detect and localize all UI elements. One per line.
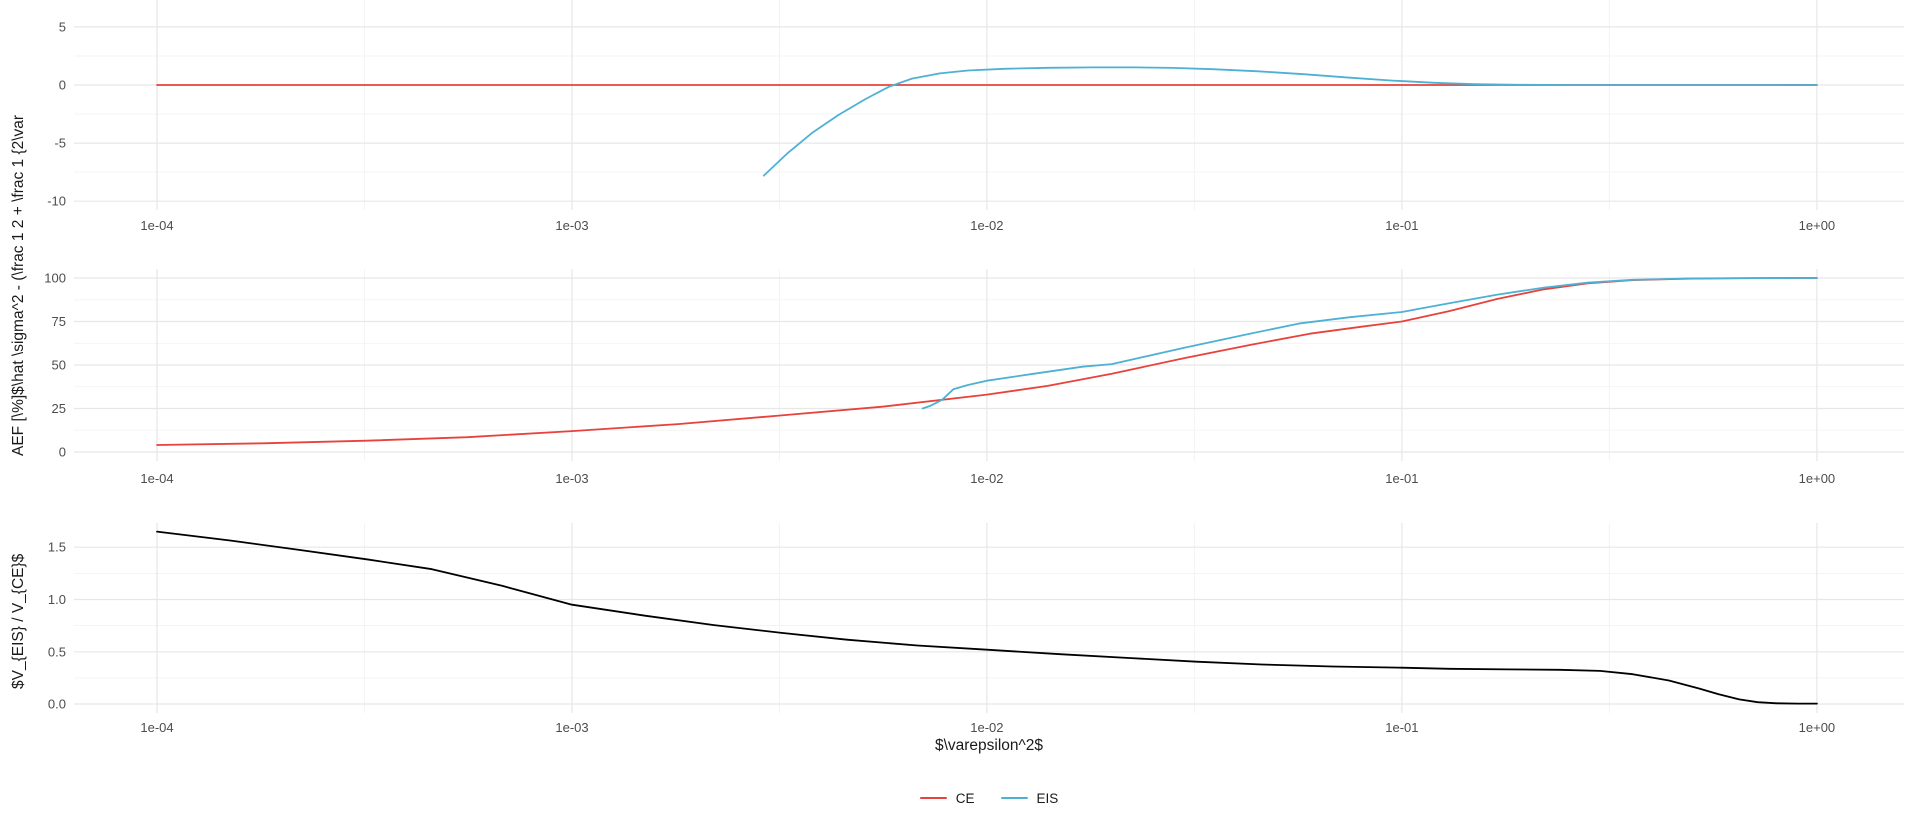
y-tick-label: 25 <box>52 401 66 416</box>
grid-major <box>74 0 1904 210</box>
y-tick-label: 0 <box>59 445 66 460</box>
legend-label: CE <box>955 790 975 806</box>
x-tick-label: 1e+00 <box>1799 720 1836 735</box>
series-line-v-eis-v-ce- <box>156 530 1818 705</box>
legend: CE EIS <box>74 787 1904 809</box>
legend-item-eis: EIS <box>1000 790 1059 806</box>
legend-line-swatch-eis <box>1000 796 1028 800</box>
series-line-eis <box>762 66 1818 177</box>
y-tick-label: 100 <box>44 271 66 286</box>
y-tick-label: -5 <box>54 136 66 151</box>
x-tick-label: 1e-01 <box>1385 218 1418 233</box>
panel-bottom: 1.5 1.0 0.5 0.0 1e-04 1e-03 1e-02 1e-01 1e+00 <box>48 523 1904 735</box>
legend-label: EIS <box>1036 790 1059 806</box>
y-tick-label: 0 <box>59 78 66 93</box>
x-tick-label: 1e-02 <box>970 720 1003 735</box>
y-tick-label: 1.0 <box>48 592 66 607</box>
panel-middle: 100 75 50 25 0 1e-04 1e-03 1e-02 1e-01 1e+00 <box>44 269 1904 486</box>
x-tick-label: 1e-02 <box>970 218 1003 233</box>
y-tick-label: 50 <box>52 358 66 373</box>
grid-minor <box>74 523 1904 713</box>
y-tick-label: 0.5 <box>48 644 66 659</box>
x-axis-title: $\varepsilon^2$ <box>934 737 1044 754</box>
x-tick-label: 1e+00 <box>1799 218 1836 233</box>
x-tick-label: 1e-04 <box>140 218 173 233</box>
y-tick-label: -10 <box>47 194 66 209</box>
grid-major <box>74 523 1904 713</box>
legend-item-ce: CE <box>919 790 975 806</box>
x-tick-label: 1e-01 <box>1385 720 1418 735</box>
panel-top: 5 0 -5 -10 1e-04 1e-03 1e-02 1e-01 1e+00 <box>47 0 1904 233</box>
x-tick-label: 1e-04 <box>140 720 173 735</box>
y-tick-label: 75 <box>52 314 66 329</box>
x-tick-label: 1e-03 <box>555 218 588 233</box>
series-line-eis <box>921 277 1818 410</box>
x-tick-label: 1e+00 <box>1799 471 1836 486</box>
legend-line-swatch-ce <box>919 796 947 800</box>
y-tick-label: 0.0 <box>48 697 66 712</box>
y-tick-label: 1.5 <box>48 540 66 555</box>
x-tick-label: 1e-04 <box>140 471 173 486</box>
grid-major <box>74 269 1904 461</box>
x-tick-label: 1e-03 <box>555 720 588 735</box>
y-tick-label: 5 <box>59 19 66 34</box>
x-tick-label: 1e-01 <box>1385 471 1418 486</box>
x-tick-label: 1e-02 <box>970 471 1003 486</box>
grid-minor <box>74 0 1904 210</box>
x-tick-label: 1e-03 <box>555 471 588 486</box>
